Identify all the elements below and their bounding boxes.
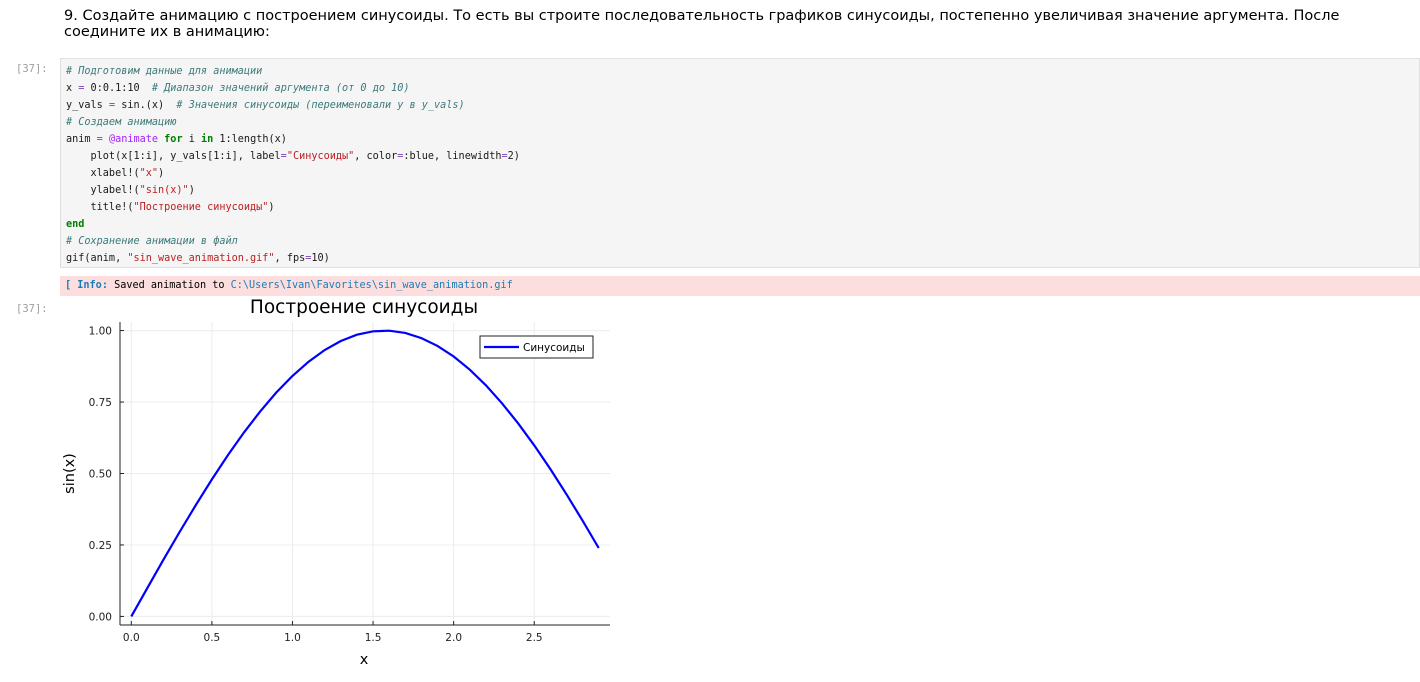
chart-title: Построение синусоиды [250,297,478,318]
legend: Синусоиды [479,335,594,359]
code-editor[interactable]: # Подготовим данные для анимации x = 0:0… [61,59,1419,267]
x-tick-label: 0.0 [123,632,140,644]
markdown-cell: 9. Создайте анимацию с построением синус… [64,8,1414,40]
ticks: 0.0 0.5 1.0 1.5 2.0 2.5 0.00 0.25 0.50 0.75 1.00 [89,326,543,644]
x-axis-label: x [360,652,369,668]
y-tick-label: 0.25 [89,540,112,552]
code-line: anim = @animate for i in 1:length(x) [66,134,287,145]
x-tick-label: 0.5 [204,632,221,644]
plot-output: 0.0 0.5 1.0 1.5 2.0 2.5 0.00 0.25 0.50 0.75 1.00 П… [56,294,616,678]
info-bracket: [ [65,280,72,291]
code-line: title!("Построение синусоиды") [66,202,275,213]
x-tick-label: 2.5 [526,632,543,644]
code-line: end [66,219,85,230]
y-axis-label: sin(x) [62,453,78,494]
legend-box [479,335,594,359]
y-tick-label: 0.00 [89,611,112,623]
x-tick-label: 1.0 [284,632,301,644]
code-line: # Сохранение анимации в файл [66,236,238,247]
code-line: y_vals = sin.(x) # Значения синусоиды (п… [66,100,465,111]
info-message: Saved animation to [114,280,225,291]
x-tick-label: 2.0 [445,632,462,644]
y-tick-label: 0.75 [89,397,112,409]
code-line: gif(anim, "sin_wave_animation.gif", fps=… [66,253,330,264]
stderr-output: [ Info: Saved animation to C:\Users\Ivan… [60,276,1420,296]
legend-label: Синусоиды [523,342,585,354]
code-line: xlabel!("x") [66,168,165,179]
gif-path: C:\Users\Ivan\Favorites\sin_wave_animati… [230,280,513,291]
sine-chart: 0.0 0.5 1.0 1.5 2.0 2.5 0.00 0.25 0.50 0.75 1.00 П… [62,297,610,668]
code-line: # Создаем анимацию [66,117,177,128]
code-line: plot(x[1:i], y_vals[1:i], label="Синусои… [66,151,520,162]
x-tick-label: 1.5 [365,632,382,644]
code-line: ylabel!("sin(x)") [66,185,195,196]
info-tag: Info: [77,280,108,291]
y-tick-label: 1.00 [89,326,112,338]
y-tick-label: 0.50 [89,469,112,481]
series-line-sine [130,329,600,617]
code-line: x = 0:0.1:10 # Диапазон значений аргумен… [66,83,410,94]
code-line: # Подготовим данные для анимации [66,66,263,77]
grid [120,322,610,625]
input-prompt: [37]: [16,63,48,75]
task-text: 9. Создайте анимацию с построением синус… [64,8,1340,40]
code-cell[interactable]: # Подготовим данные для анимации x = 0:0… [60,58,1420,268]
output-prompt: [37]: [16,303,48,315]
